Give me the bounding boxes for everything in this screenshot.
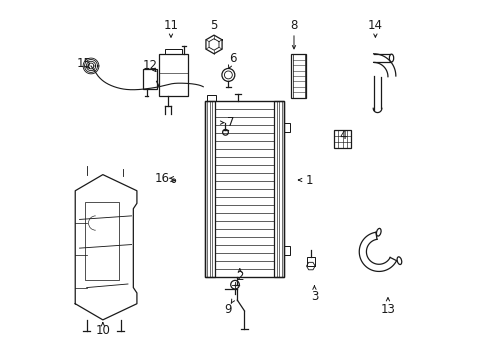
Bar: [306, 257, 314, 266]
Text: 9: 9: [224, 303, 231, 316]
Bar: [164, 49, 182, 54]
Text: 13: 13: [380, 303, 395, 316]
Bar: [293, 54, 304, 98]
Text: 5: 5: [210, 19, 217, 32]
Bar: [333, 130, 351, 148]
Text: 15: 15: [76, 57, 91, 70]
Text: 16: 16: [154, 172, 169, 185]
Bar: [274, 101, 284, 277]
Bar: [204, 101, 214, 277]
Bar: [290, 54, 305, 98]
Text: 6: 6: [229, 51, 236, 64]
Text: 8: 8: [290, 19, 297, 32]
Text: 11: 11: [163, 19, 178, 32]
Text: 14: 14: [367, 19, 382, 32]
Bar: [142, 69, 156, 89]
Text: 10: 10: [95, 324, 110, 337]
Bar: [284, 123, 290, 132]
Bar: [159, 54, 187, 96]
Text: 1: 1: [305, 174, 312, 186]
Bar: [85, 202, 119, 280]
Bar: [206, 95, 215, 101]
Bar: [204, 101, 284, 277]
Text: 12: 12: [143, 59, 158, 72]
Text: 2: 2: [236, 270, 243, 283]
Text: 4: 4: [339, 129, 346, 142]
Bar: [284, 246, 290, 255]
Text: 7: 7: [226, 116, 234, 129]
Text: 3: 3: [310, 290, 318, 303]
